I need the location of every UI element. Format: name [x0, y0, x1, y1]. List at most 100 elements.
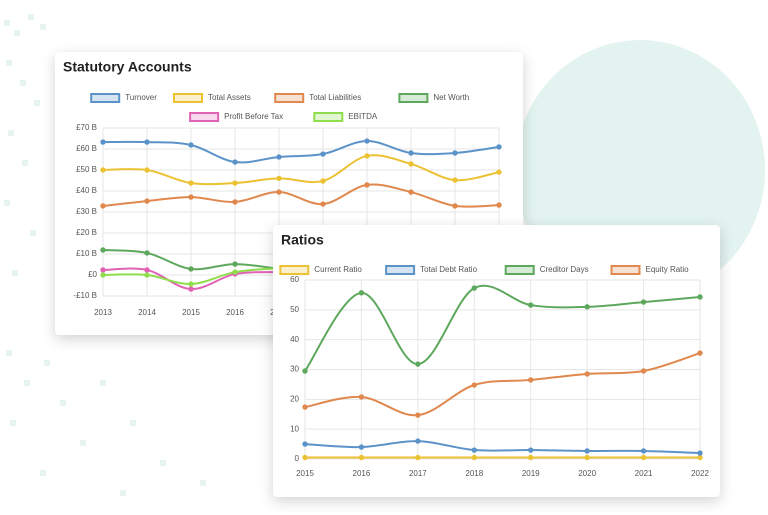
y-tick-label: 10: [290, 424, 299, 433]
data-point: [415, 438, 421, 444]
data-point: [144, 250, 150, 256]
x-tick-label: 2017: [409, 469, 427, 478]
data-point: [697, 450, 703, 456]
legend-swatch: [610, 265, 641, 275]
data-point: [100, 267, 106, 273]
data-point: [471, 454, 477, 461]
data-point: [358, 444, 365, 450]
series-line: [102, 140, 500, 164]
legend-swatch: [385, 265, 416, 275]
legend-label: Total Assets: [208, 93, 251, 102]
data-point: [188, 194, 194, 200]
data-point: [496, 169, 502, 175]
chart: Statutory Accounts -£10 B £0 £10 B £20 B £30…: [63, 59, 508, 317]
data-point: [276, 189, 282, 195]
y-tick-label: 30: [290, 365, 299, 374]
x-tick-label: 2013: [94, 308, 112, 317]
data-point: [188, 266, 194, 272]
data-point: [408, 189, 414, 195]
data-point: [100, 272, 106, 278]
legend-swatch: [398, 93, 429, 103]
data-point: [320, 178, 326, 184]
legend-swatch: [504, 265, 535, 275]
legend-swatch: [274, 93, 305, 103]
data-point: [471, 285, 477, 291]
data-point: [640, 454, 647, 461]
data-point: [697, 350, 703, 356]
legend-swatch: [189, 112, 220, 122]
data-point: [276, 175, 282, 182]
data-point: [144, 272, 150, 278]
series-line: [304, 440, 701, 455]
chart: Ratios 0 10 20 30 40 50 60 2015 2016 2017 2018 2019…: [279, 232, 709, 478]
data-point: [697, 294, 703, 300]
data-point: [496, 202, 502, 208]
legend-label: Turnover: [125, 93, 157, 102]
data-point: [471, 447, 477, 453]
x-tick-label: 2020: [578, 469, 596, 478]
data-point: [100, 167, 106, 173]
y-tick-label: £0: [88, 270, 97, 279]
data-point: [364, 138, 370, 144]
data-point: [100, 203, 106, 209]
data-point: [408, 161, 414, 167]
y-tick-label: £20 B: [76, 228, 97, 237]
data-point: [358, 454, 365, 461]
data-point: [364, 182, 370, 188]
data-point: [415, 361, 421, 367]
x-tick-label: 2019: [522, 469, 540, 478]
data-point: [144, 267, 150, 273]
data-point: [232, 269, 238, 275]
data-point: [452, 150, 458, 156]
x-tick-label: 2018: [465, 469, 483, 478]
ratios-card: Ratios 0 10 20 30 40 50 60 2015 2016 2017 2018 2019…: [273, 225, 720, 497]
pixel-pattern: [4, 14, 206, 496]
y-tick-label: 60: [290, 275, 299, 284]
x-tick-label: 2022: [691, 469, 709, 478]
data-point: [528, 302, 534, 308]
data-point: [144, 167, 150, 173]
chart-title: Statutory Accounts: [63, 59, 192, 75]
legend-label: EBITDA: [348, 112, 378, 121]
y-tick-label: £40 B: [76, 186, 97, 195]
data-point: [232, 180, 238, 186]
data-point: [188, 281, 194, 287]
y-tick-label: £10 B: [76, 249, 97, 258]
data-point: [528, 454, 534, 461]
legend-label: Profit Before Tax: [224, 112, 283, 121]
y-tick-label: -£10 B: [73, 291, 97, 300]
data-point: [232, 199, 238, 205]
data-point: [584, 454, 590, 461]
x-tick-label: 2016: [353, 469, 371, 478]
data-point: [415, 412, 421, 418]
data-point: [100, 139, 106, 145]
legend-label: Total Liabilities: [309, 93, 361, 102]
data-point: [452, 177, 458, 183]
x-tick-label: 2014: [138, 308, 156, 317]
data-point: [584, 371, 590, 377]
chart-title: Ratios: [281, 232, 324, 248]
x-tick-label: 2021: [635, 469, 653, 478]
data-point: [188, 286, 194, 292]
data-point: [100, 247, 106, 253]
legend-swatch: [173, 93, 203, 103]
data-point: [320, 151, 326, 157]
data-point: [471, 382, 477, 388]
data-point: [144, 139, 150, 145]
y-tick-label: £50 B: [76, 165, 97, 174]
y-tick-label: 0: [295, 454, 300, 463]
legend-label: Equity Ratio: [646, 265, 690, 274]
data-point: [364, 153, 370, 159]
y-tick-label: £70 B: [76, 123, 97, 132]
series-line: [304, 352, 701, 417]
data-point: [415, 454, 421, 461]
data-point: [697, 454, 703, 461]
series-line: [102, 154, 500, 186]
y-tick-label: £60 B: [76, 144, 97, 153]
data-point: [496, 144, 502, 150]
legend-label: Net Worth: [433, 93, 469, 102]
x-tick-label: 2016: [226, 308, 244, 317]
data-point: [640, 299, 647, 305]
data-point: [302, 368, 308, 374]
